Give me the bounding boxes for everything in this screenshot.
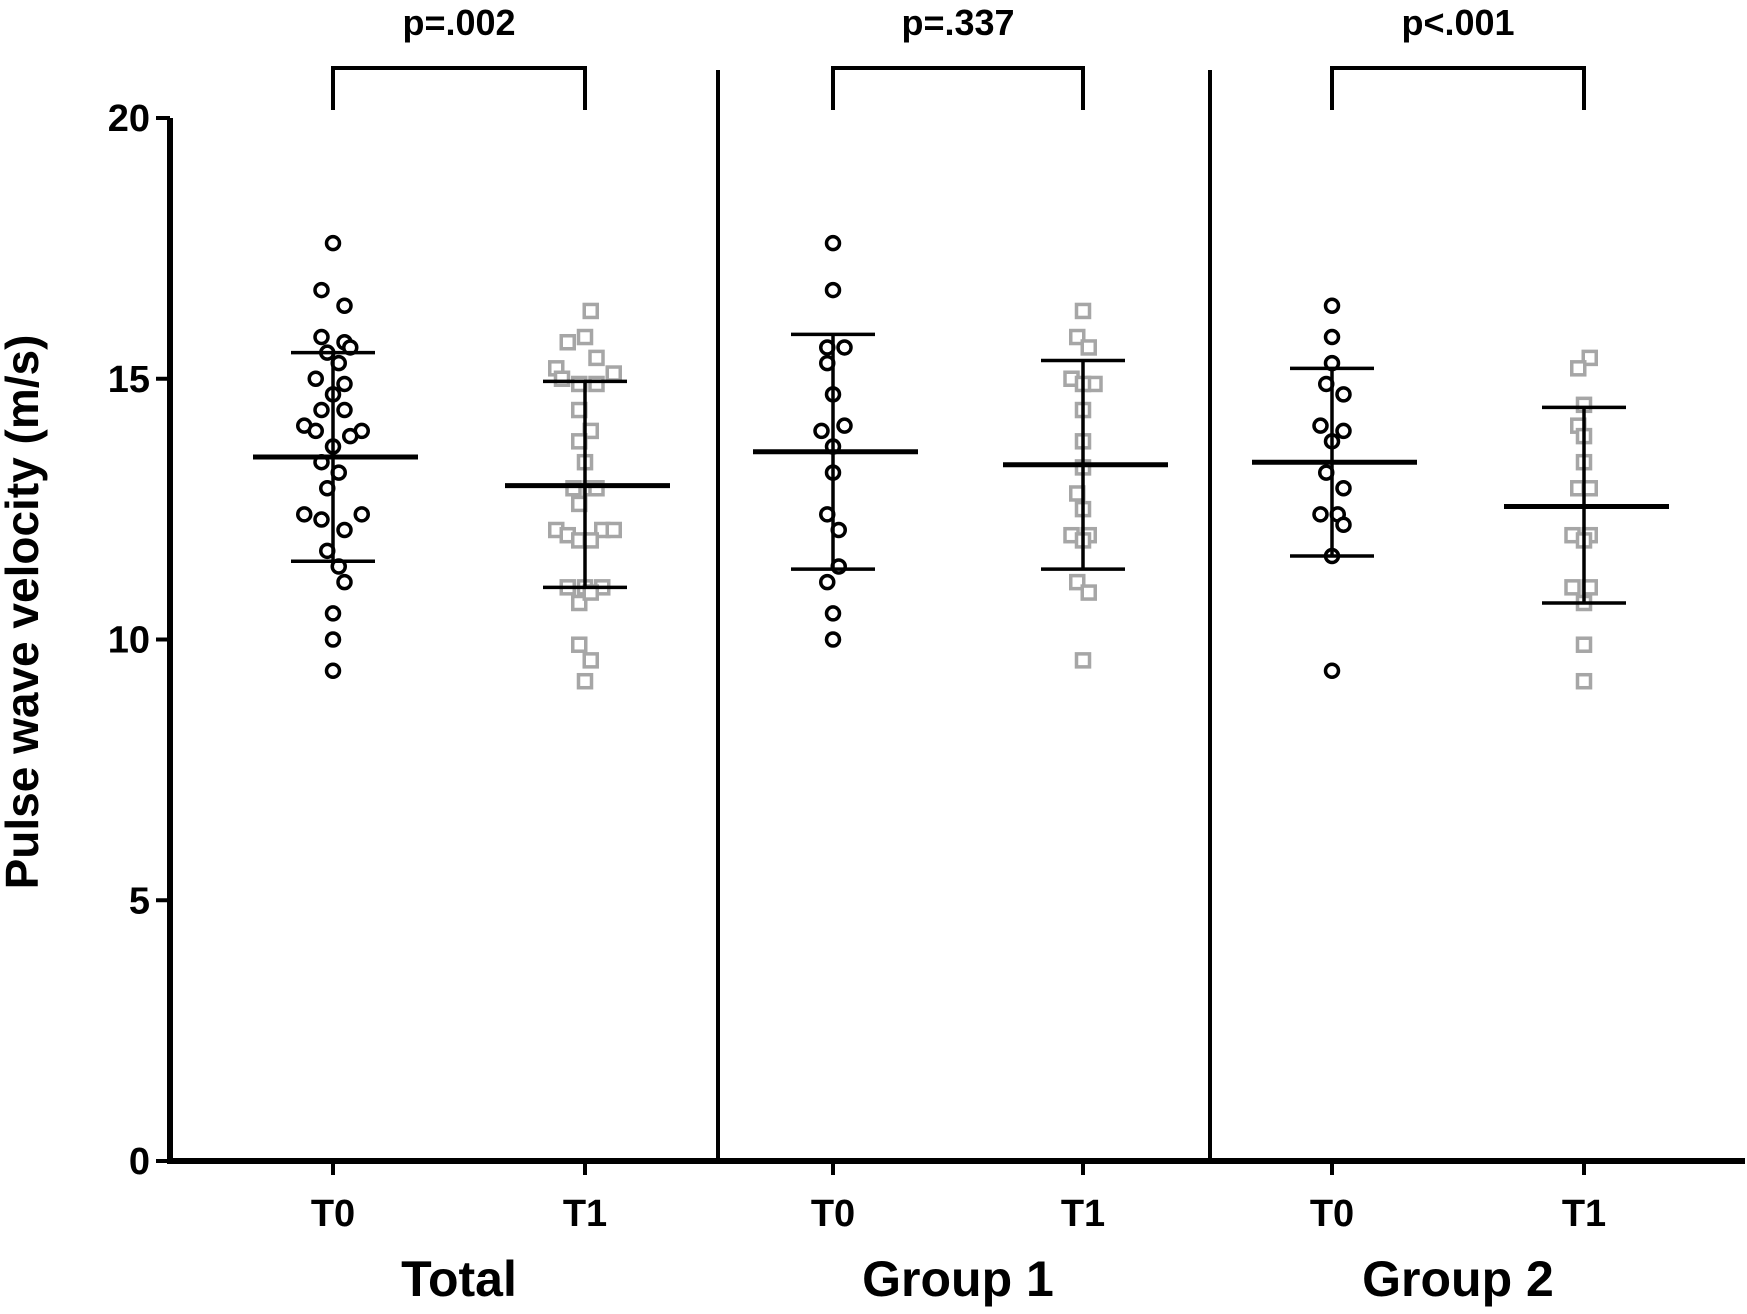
data-point-circle bbox=[307, 370, 324, 387]
x-tick-label: T0 bbox=[1310, 1193, 1354, 1235]
data-point-square bbox=[1080, 339, 1097, 356]
data-point-circle bbox=[313, 511, 330, 528]
data-point-circle bbox=[1323, 328, 1341, 346]
data-point-circle bbox=[824, 631, 842, 648]
data-point-circle bbox=[1335, 386, 1352, 403]
data-point-circle bbox=[1312, 506, 1329, 523]
x-tick-label: T1 bbox=[1061, 1193, 1105, 1235]
data-point-circle bbox=[313, 328, 330, 346]
data-point-circle bbox=[336, 297, 353, 314]
y-tick-label: 5 bbox=[129, 880, 150, 922]
data-point-circle bbox=[336, 401, 353, 419]
y-tick-label: 20 bbox=[108, 98, 150, 140]
significance-bracket bbox=[331, 66, 587, 110]
data-point-circle bbox=[836, 339, 853, 356]
data-point-square bbox=[588, 349, 605, 367]
data-point-circle bbox=[324, 605, 342, 622]
data-point-circle bbox=[1312, 417, 1329, 434]
data-point-circle bbox=[1335, 516, 1352, 534]
axes: 0 5 10 15 20 bbox=[108, 98, 1745, 1183]
data-point-circle bbox=[324, 631, 342, 648]
data-point-circle bbox=[336, 375, 353, 393]
data-point-circle bbox=[836, 417, 853, 434]
significance-brackets: p=.002 p=.337 p<.001 bbox=[331, 2, 1586, 110]
data-point-circle bbox=[824, 281, 842, 299]
y-tick-label: 15 bbox=[108, 359, 150, 401]
data-point-square bbox=[559, 333, 576, 351]
data-point-circle bbox=[336, 573, 353, 591]
data-point-square bbox=[605, 365, 622, 382]
data-point-circle bbox=[353, 506, 370, 523]
group-label: Group 1 bbox=[862, 1251, 1054, 1307]
data-point-square bbox=[576, 328, 594, 346]
data-point-square bbox=[582, 652, 599, 669]
group-dividers bbox=[716, 70, 1212, 1161]
data-point-circle bbox=[313, 401, 330, 419]
data-point-square bbox=[571, 636, 588, 653]
data-point-circle bbox=[824, 605, 842, 622]
data-point-square bbox=[553, 370, 571, 387]
data-point-square bbox=[1575, 672, 1593, 690]
x-tick-label: T1 bbox=[563, 1193, 607, 1235]
significance-bracket bbox=[831, 66, 1085, 110]
data-point-square bbox=[1074, 652, 1092, 669]
significance-bracket bbox=[1330, 66, 1586, 110]
data-point-circle bbox=[324, 662, 342, 680]
data-point-square bbox=[605, 521, 622, 539]
data-point-circle bbox=[824, 234, 842, 252]
data-point-circle bbox=[819, 573, 836, 591]
data-points bbox=[296, 234, 1598, 690]
data-point-circle bbox=[813, 422, 830, 440]
p-value-label: p=.002 bbox=[402, 2, 515, 43]
data-point-square bbox=[1074, 302, 1092, 320]
data-point-circle bbox=[342, 427, 359, 445]
data-point-circle bbox=[307, 422, 324, 440]
p-value-label: p<.001 bbox=[1401, 2, 1514, 43]
x-tick-label: T0 bbox=[311, 1193, 355, 1235]
y-tick-label: 0 bbox=[129, 1141, 150, 1183]
data-point-circle bbox=[1323, 662, 1341, 680]
data-point-square bbox=[1080, 584, 1097, 601]
x-tick-label: T0 bbox=[811, 1193, 855, 1235]
data-point-square bbox=[1570, 360, 1587, 377]
data-point-square bbox=[576, 672, 594, 690]
data-point-circle bbox=[296, 506, 313, 523]
p-value-label: p=.337 bbox=[901, 2, 1014, 43]
group-label: Group 2 bbox=[1362, 1251, 1554, 1307]
data-point-square bbox=[588, 375, 605, 393]
data-point-circle bbox=[313, 281, 330, 299]
data-point-circle bbox=[1335, 480, 1352, 497]
data-point-circle bbox=[1323, 297, 1341, 314]
x-tick-label: T1 bbox=[1562, 1193, 1606, 1235]
data-point-circle bbox=[324, 234, 342, 252]
data-point-circle bbox=[336, 521, 353, 539]
y-tick-label: 10 bbox=[108, 620, 150, 662]
mean-sd-bars bbox=[253, 332, 1669, 605]
data-point-circle bbox=[1335, 422, 1352, 440]
y-axis-title: Pulse wave velocity (m/s) bbox=[0, 335, 48, 890]
data-point-square bbox=[582, 302, 599, 320]
data-point-square bbox=[1575, 636, 1593, 653]
group-label: Total bbox=[401, 1251, 517, 1307]
data-point-square bbox=[1564, 579, 1581, 596]
